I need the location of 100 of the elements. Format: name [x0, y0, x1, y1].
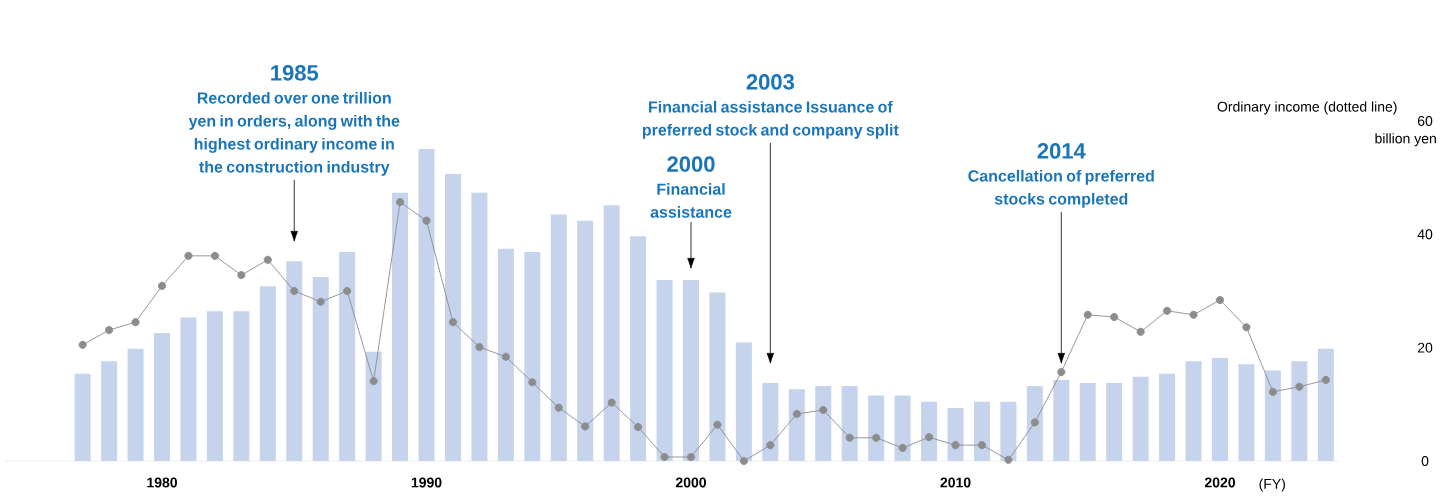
annotation: 2014 [1037, 143, 1086, 159]
point [157, 281, 167, 290]
text: 2003 [746, 74, 795, 90]
point [1136, 327, 1145, 336]
bar [788, 389, 805, 461]
x-tick-label: 2020 [1204, 477, 1236, 488]
bar [550, 214, 567, 461]
point [660, 452, 669, 462]
x-axis-title: (FY) [1259, 478, 1285, 492]
point [290, 286, 299, 296]
bar [1317, 348, 1334, 461]
point [1004, 455, 1013, 464]
point [528, 378, 537, 387]
bar [630, 236, 647, 461]
point [396, 197, 405, 207]
y-tick-label: 40 [1417, 229, 1433, 240]
point [845, 433, 854, 442]
point [977, 441, 987, 450]
annotation: Cancellation of preferred stocks completed [968, 169, 1154, 208]
bar [233, 311, 250, 461]
bar [656, 280, 673, 461]
y-tick-label: 60 [1417, 116, 1433, 126]
bar [339, 251, 356, 461]
point [554, 403, 563, 412]
point [686, 452, 696, 462]
bar [1000, 401, 1017, 461]
y-tick-label: 20 [1417, 342, 1433, 353]
bar [973, 401, 990, 461]
bar [1185, 361, 1202, 461]
point [263, 255, 272, 264]
point [713, 420, 722, 429]
point [316, 297, 325, 306]
point [1242, 323, 1251, 332]
bar [577, 220, 594, 461]
point [210, 251, 219, 260]
bar [286, 261, 303, 461]
annotation: Financial assistance [650, 183, 732, 218]
bar [1238, 364, 1255, 461]
x-tick-label: 2010 [940, 477, 971, 488]
point [1215, 296, 1225, 305]
bar [1053, 379, 1070, 461]
point [369, 377, 378, 386]
point [422, 216, 431, 225]
bar [1264, 370, 1281, 461]
point [1083, 310, 1092, 319]
point [819, 405, 828, 415]
bar [1026, 386, 1043, 461]
bar [1079, 383, 1096, 461]
bar [683, 280, 699, 461]
point [607, 398, 616, 407]
point [78, 340, 87, 349]
bar [101, 361, 118, 461]
point [925, 433, 934, 442]
point [343, 286, 352, 296]
point [766, 441, 775, 450]
bar [894, 395, 911, 461]
annotation: Recorded over one trillion yen in orders, along with the highest ordinary income in the construction industry [188, 91, 400, 176]
point [1268, 387, 1277, 396]
bar [947, 407, 964, 461]
bar [1106, 383, 1123, 461]
point [501, 352, 510, 361]
x-tick-label: 1990 [411, 477, 442, 488]
bar [180, 317, 197, 461]
bar [735, 342, 752, 461]
point [872, 433, 881, 442]
point [448, 318, 458, 327]
bar [206, 311, 223, 461]
point [1295, 382, 1304, 391]
bar [74, 373, 91, 461]
point [898, 443, 907, 453]
bar [418, 149, 435, 461]
point [131, 318, 140, 327]
bar [497, 248, 514, 461]
bar [709, 292, 726, 461]
bar [762, 383, 779, 461]
point [184, 251, 193, 260]
point [1189, 310, 1198, 319]
bar [444, 173, 461, 461]
point [1057, 367, 1066, 377]
bar [603, 205, 620, 461]
point [1163, 306, 1172, 315]
point [792, 409, 801, 419]
annotation: 2000 [667, 156, 715, 172]
bar [524, 251, 541, 461]
x-tick-label: 1980 [147, 477, 177, 488]
point [634, 422, 643, 432]
text: billion yen [1375, 133, 1436, 147]
bar [1291, 361, 1308, 461]
bar [127, 348, 144, 461]
point [739, 456, 748, 466]
point [951, 441, 960, 450]
point [1321, 375, 1330, 385]
text: 1985 [271, 65, 319, 81]
bar [1159, 373, 1176, 461]
bar [1132, 376, 1149, 461]
bar [154, 333, 171, 461]
bar [841, 386, 858, 461]
y-axis-title: Ordinary income (dotted line) [1217, 101, 1397, 115]
bar [259, 286, 276, 461]
point [1110, 313, 1119, 322]
